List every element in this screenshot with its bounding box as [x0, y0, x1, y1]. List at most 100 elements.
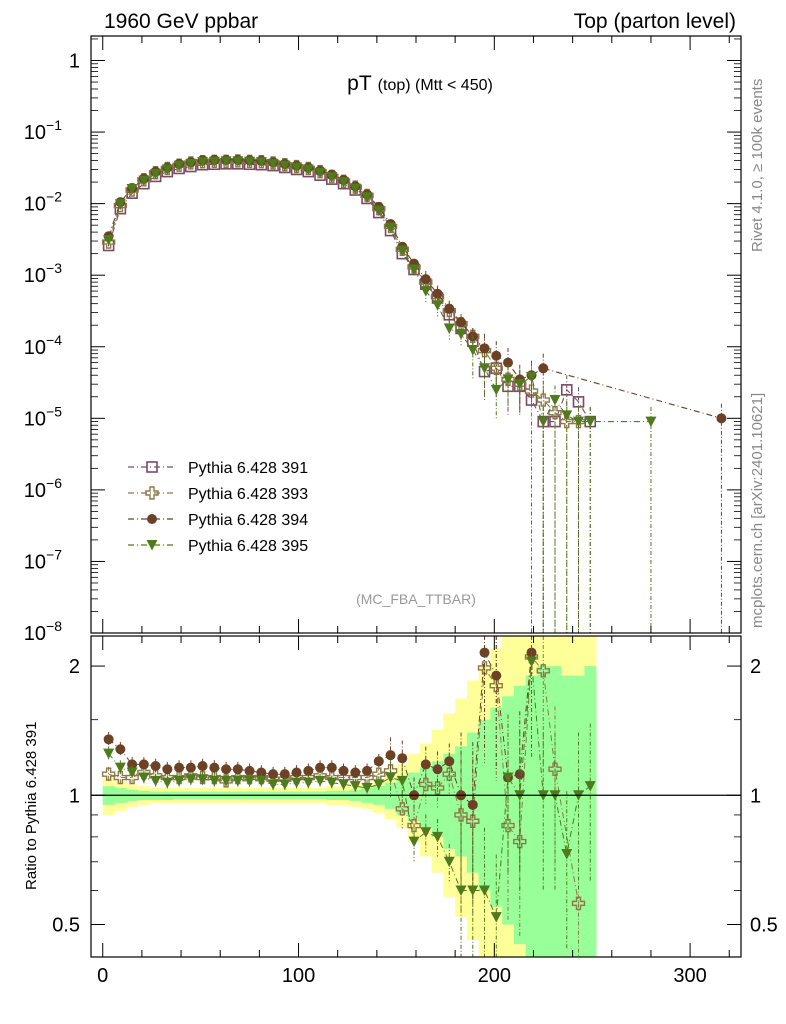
marker-cross: [207, 770, 222, 785]
ratio-point: [232, 775, 244, 787]
ratio-point: [242, 770, 257, 785]
data-point: [197, 157, 209, 168]
ratio-point: [244, 765, 255, 776]
ratio-point: [220, 775, 232, 787]
ratio-point: [490, 912, 502, 923]
data-point: [103, 235, 115, 246]
ratio-point: [103, 748, 115, 760]
ratio-point: [350, 767, 361, 778]
ratio-point: [420, 827, 432, 838]
ratio-ytick-label-right: 1: [750, 785, 761, 807]
ratio-point: [113, 770, 128, 785]
ratio-point: [571, 896, 586, 911]
marker-circle: [315, 762, 326, 773]
marker-square: [146, 461, 158, 473]
marker-triangle: [244, 156, 256, 168]
data-point: [537, 416, 549, 428]
marker-triangle: [479, 363, 491, 374]
data-point: [291, 162, 303, 173]
data-point: [279, 160, 291, 172]
marker-triangle: [255, 775, 267, 787]
marker-triangle: [126, 184, 138, 195]
marker-triangle: [408, 836, 420, 848]
marker-triangle: [161, 164, 173, 175]
data-point: [244, 156, 256, 168]
marker-triangle: [314, 775, 326, 787]
marker-triangle: [114, 762, 126, 774]
data-point: [443, 323, 455, 334]
marker-triangle: [490, 912, 502, 923]
ratio-point: [502, 772, 514, 784]
marker-circle: [432, 764, 443, 775]
data-point: [455, 329, 467, 340]
marker-triangle: [173, 775, 185, 787]
marker-circle: [420, 759, 431, 770]
ratio-point: [125, 770, 139, 785]
marker-triangle: [126, 767, 138, 778]
marker-triangle: [291, 162, 303, 173]
ratio-point: [208, 775, 220, 787]
marker-triangle: [490, 384, 502, 396]
ratio-point: [268, 769, 279, 780]
legend-marker: [146, 461, 158, 473]
data-point: [573, 416, 584, 428]
marker-circle: [526, 647, 537, 658]
ratio-ytick-label-right: 2: [750, 656, 761, 678]
legend: Pythia 6.428 391 Pythia 6.428 393 Pythia 6…: [128, 460, 308, 555]
marker-cross: [466, 814, 480, 828]
series-pythia-6-428-395: [103, 156, 657, 633]
marker-triangle: [220, 156, 232, 167]
ratio-point: [207, 770, 222, 785]
ratio-point: [197, 761, 208, 772]
data-point: [536, 393, 550, 407]
marker-triangle: [279, 779, 291, 790]
rivet-label: Rivet 4.1.0, ≥ 100k events: [749, 79, 766, 252]
marker-cross: [477, 661, 492, 675]
marker-cross: [419, 777, 433, 792]
series-line: [108, 159, 722, 419]
ratio-point: [479, 647, 490, 658]
data-point: [361, 192, 373, 203]
marker-triangle: [514, 379, 526, 390]
legend-marker: [145, 486, 159, 500]
marker-circle: [268, 769, 279, 780]
ytick-label: 10−3: [24, 260, 62, 287]
data-point: [255, 157, 267, 168]
data-point: [432, 300, 444, 311]
marker-triangle: [208, 156, 220, 168]
ytick-label-base: 10: [24, 265, 46, 287]
ratio-point: [397, 753, 408, 764]
marker-triangle: [584, 416, 596, 428]
marker-triangle: [396, 775, 408, 787]
marker-circle: [256, 767, 267, 778]
marker-cross: [145, 486, 159, 500]
marker-circle: [209, 762, 220, 773]
marker-triangle: [314, 167, 326, 179]
data-point: [408, 264, 420, 276]
marker-triangle: [373, 779, 385, 790]
data-point: [385, 222, 397, 234]
marker-circle: [373, 756, 384, 767]
ratio-point: [326, 762, 337, 773]
marker-square: [572, 396, 585, 408]
marker-triangle: [173, 160, 185, 172]
ratio-point: [338, 779, 350, 790]
ratio-point: [467, 885, 479, 897]
data-point: [314, 167, 326, 179]
marker-circle: [162, 764, 173, 775]
ratio-point: [442, 767, 456, 781]
data-point: [349, 183, 361, 194]
ytick-label-base: 10: [24, 122, 46, 144]
data-point: [338, 177, 350, 188]
series-line: [108, 160, 651, 424]
data-point: [373, 205, 385, 217]
marker-triangle: [432, 831, 444, 843]
marker-triangle: [455, 329, 467, 340]
marker-circle: [115, 744, 126, 755]
band-green-bin: [525, 675, 538, 957]
marker-triangle: [443, 323, 455, 334]
marker-circle: [491, 350, 502, 361]
marker-triangle: [502, 772, 514, 784]
ytick-label-exp: −3: [46, 260, 62, 276]
marker-cross: [231, 770, 245, 785]
